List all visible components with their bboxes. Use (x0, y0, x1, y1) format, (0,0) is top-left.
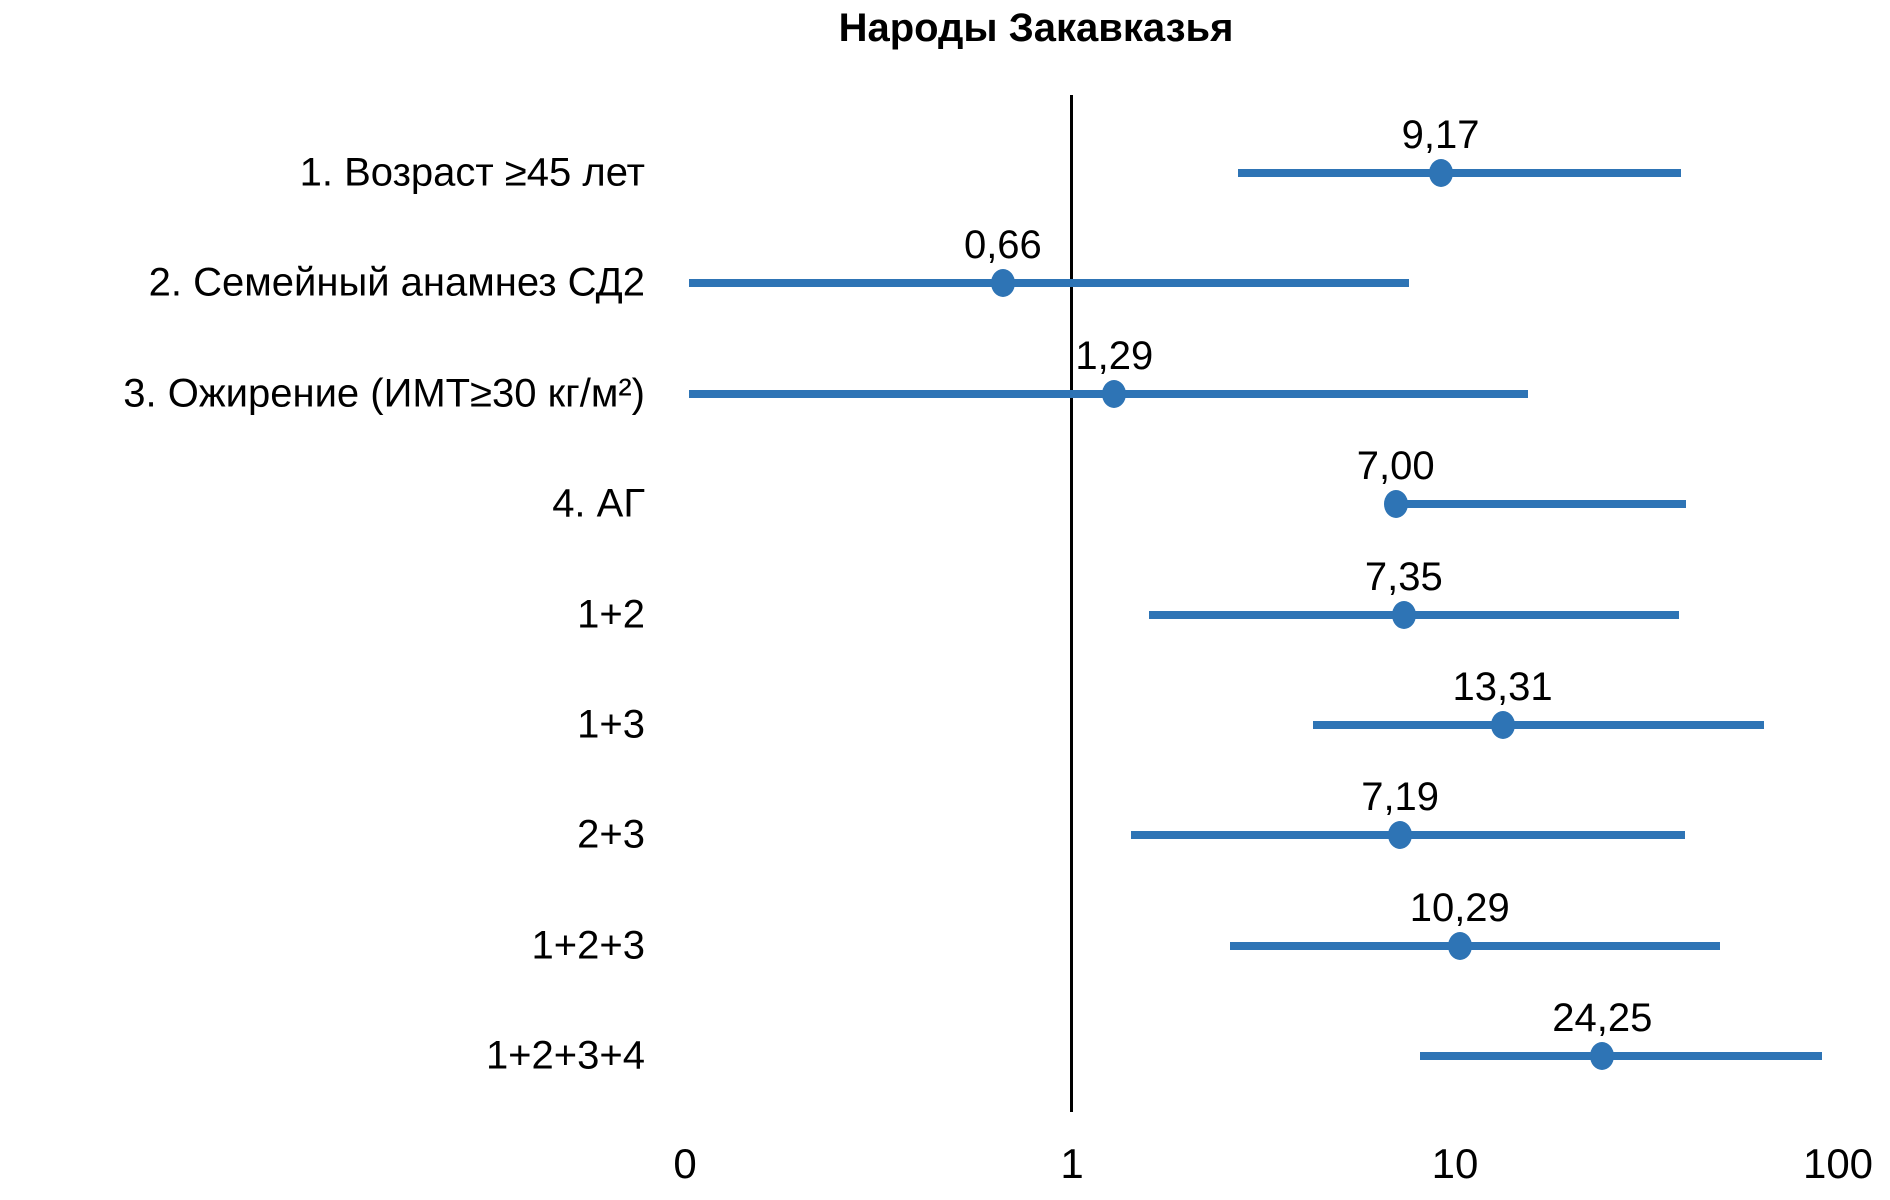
chart-title: Народы Закавказья (838, 6, 1234, 50)
odds-ratio-marker (1590, 1042, 1615, 1071)
row-label: 1+2+3+4 (485, 1033, 645, 1078)
odds-ratio-value-label: 10,29 (1409, 885, 1510, 930)
odds-ratio-marker (1428, 159, 1453, 187)
row-label: 3. Ожирение (ИМТ≥30 кг/м²) (123, 371, 645, 416)
odds-ratio-value-label: 24,25 (1552, 996, 1653, 1041)
odds-ratio-marker (1102, 379, 1127, 408)
x-axis-tick-label: 0 (673, 1140, 697, 1187)
row-label: 4. АГ (552, 481, 645, 526)
confidence-interval-line (1419, 1052, 1823, 1061)
row-label: 1. Возраст ≥45 лет (299, 150, 645, 195)
odds-ratio-value-label: 13,31 (1452, 665, 1553, 709)
odds-ratio-marker (1391, 600, 1416, 629)
row-label: 2. Семейный анамнез СД2 (148, 260, 645, 305)
odds-ratio-marker (1490, 711, 1515, 739)
odds-ratio-marker (990, 269, 1015, 298)
odds-ratio-value-label: 7,00 (1356, 444, 1435, 489)
odds-ratio-value-label: 1,29 (1075, 333, 1154, 378)
row-label: 2+3 (577, 812, 645, 857)
confidence-interval-line (1312, 721, 1764, 729)
x-axis-tick-label: 1 (1060, 1140, 1084, 1187)
odds-ratio-marker (1388, 821, 1413, 850)
odds-ratio-value-label: 0,66 (963, 223, 1042, 268)
row-label: 1+3 (577, 702, 645, 747)
reference-line-at-1 (1070, 95, 1073, 1112)
odds-ratio-marker (1447, 931, 1472, 960)
odds-ratio-value-label: 7,19 (1361, 775, 1440, 820)
row-label: 1+2 (577, 592, 645, 637)
confidence-interval-line (1238, 169, 1681, 177)
x-axis-tick-label: 100 (1802, 1140, 1874, 1187)
confidence-interval-line (1230, 941, 1720, 950)
confidence-interval-line (689, 279, 1410, 288)
odds-ratio-marker (1383, 490, 1408, 519)
x-axis-tick-label: 10 (1431, 1140, 1479, 1187)
row-label: 1+2+3 (531, 923, 645, 968)
confidence-interval-line (1395, 500, 1686, 509)
odds-ratio-value-label: 9,17 (1401, 113, 1480, 157)
odds-ratio-value-label: 7,35 (1364, 554, 1443, 599)
